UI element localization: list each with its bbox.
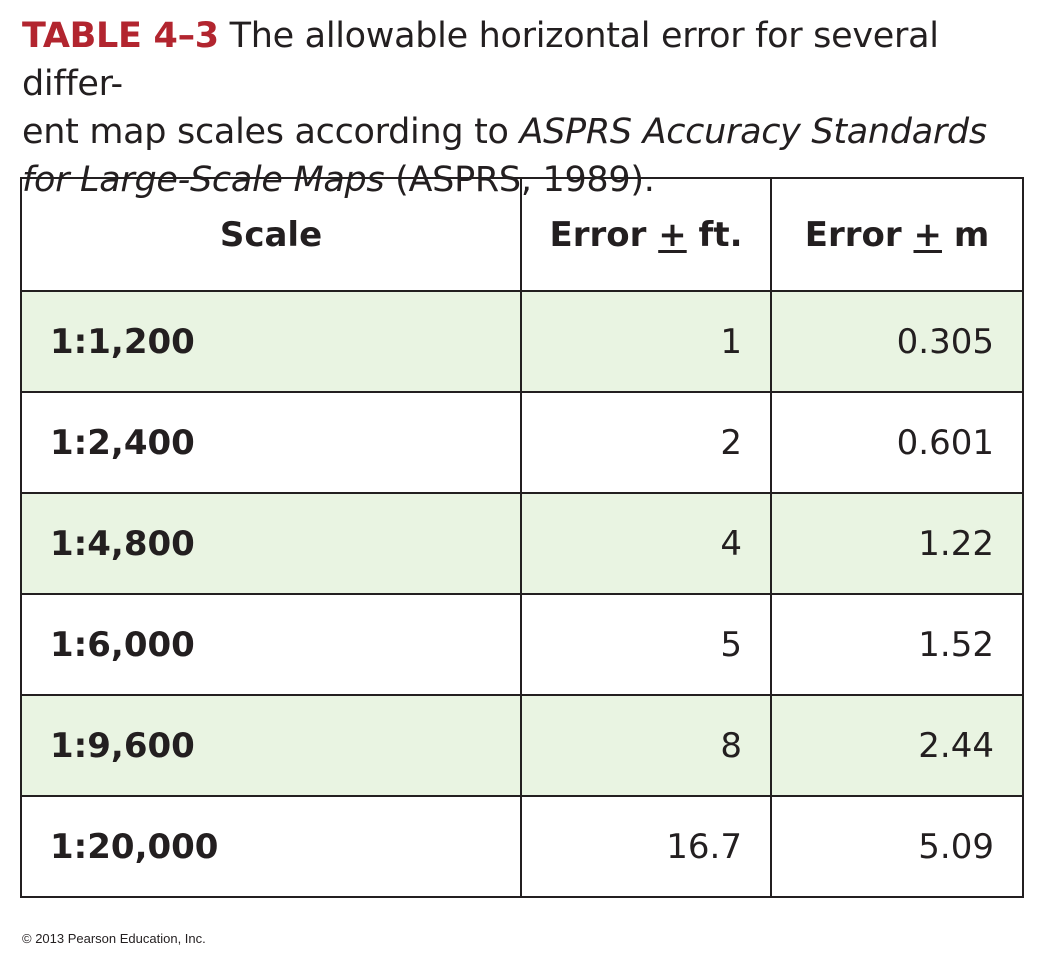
header-error-m-suffix: m bbox=[941, 214, 990, 255]
table-row: 1:9,600 8 2.44 bbox=[20, 694, 1024, 797]
error-ft-cell: 5 bbox=[520, 593, 772, 696]
table-row: 1:20,000 16.7 5.09 bbox=[20, 795, 1024, 898]
scale-cell: 1:6,000 bbox=[20, 593, 522, 696]
error-m-cell: 1.22 bbox=[770, 492, 1024, 595]
header-scale: Scale bbox=[20, 177, 522, 292]
error-ft-cell: 2 bbox=[520, 391, 772, 494]
error-ft-cell: 8 bbox=[520, 694, 772, 797]
table-caption: TABLE 4–3 The allowable horizontal error… bbox=[22, 12, 1027, 204]
header-error-ft: Error + ft. bbox=[520, 177, 772, 292]
table-row: 1:2,400 2 0.601 bbox=[20, 391, 1024, 494]
header-error-ft-suffix: ft. bbox=[686, 214, 743, 255]
header-error-m-prefix: Error bbox=[804, 214, 914, 255]
error-ft-cell: 4 bbox=[520, 492, 772, 595]
scale-cell: 1:2,400 bbox=[20, 391, 522, 494]
copyright-notice: © 2013 Pearson Education, Inc. bbox=[22, 931, 206, 946]
error-ft-cell: 1 bbox=[520, 290, 772, 393]
map-scale-error-table: Scale Error + ft. Error + m 1:1,200 1 0.… bbox=[20, 177, 1024, 898]
header-error-m: Error + m bbox=[770, 177, 1024, 292]
header-row: Scale Error + ft. Error + m bbox=[20, 177, 1024, 292]
caption-text-start: The allowable horizontal error for sever… bbox=[22, 16, 939, 152]
table-row: 1:4,800 4 1.22 bbox=[20, 492, 1024, 595]
table-number-label: TABLE 4–3 bbox=[22, 16, 219, 56]
table-row: 1:6,000 5 1.52 bbox=[20, 593, 1024, 696]
table-row: 1:1,200 1 0.305 bbox=[20, 290, 1024, 393]
header-error-ft-prefix: Error bbox=[549, 214, 659, 255]
error-ft-cell: 16.7 bbox=[520, 795, 772, 898]
error-m-cell: 0.305 bbox=[770, 290, 1024, 393]
plus-minus-symbol: + bbox=[658, 214, 687, 255]
error-m-cell: 2.44 bbox=[770, 694, 1024, 797]
scale-cell: 1:1,200 bbox=[20, 290, 522, 393]
plus-minus-symbol: + bbox=[913, 214, 942, 255]
scale-cell: 1:9,600 bbox=[20, 694, 522, 797]
error-m-cell: 0.601 bbox=[770, 391, 1024, 494]
error-m-cell: 5.09 bbox=[770, 795, 1024, 898]
scale-cell: 1:20,000 bbox=[20, 795, 522, 898]
scale-cell: 1:4,800 bbox=[20, 492, 522, 595]
error-m-cell: 1.52 bbox=[770, 593, 1024, 696]
